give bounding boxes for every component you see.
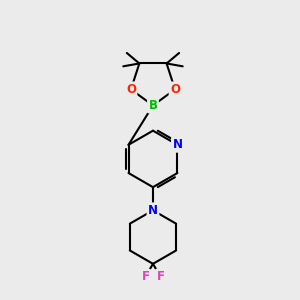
Text: O: O [126,83,136,96]
Text: F: F [156,270,164,283]
Text: N: N [172,138,182,151]
Text: O: O [170,83,180,96]
Text: B: B [148,99,158,112]
Text: N: N [148,204,158,217]
Text: F: F [142,270,149,283]
